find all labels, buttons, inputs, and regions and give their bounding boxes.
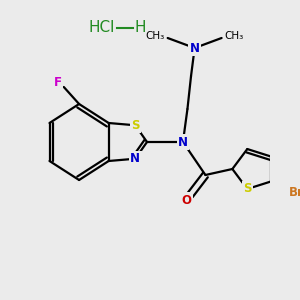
Text: S: S xyxy=(243,182,251,196)
Text: CH₃: CH₃ xyxy=(224,31,244,41)
Text: F: F xyxy=(53,76,62,88)
Text: S: S xyxy=(131,119,140,132)
Text: N: N xyxy=(130,152,140,165)
Text: H: H xyxy=(135,20,146,35)
Text: N: N xyxy=(190,41,200,55)
Text: Br: Br xyxy=(289,186,300,199)
Text: HCl: HCl xyxy=(88,20,114,35)
Text: CH₃: CH₃ xyxy=(146,31,165,41)
Text: N: N xyxy=(178,136,188,148)
Text: O: O xyxy=(182,194,191,206)
